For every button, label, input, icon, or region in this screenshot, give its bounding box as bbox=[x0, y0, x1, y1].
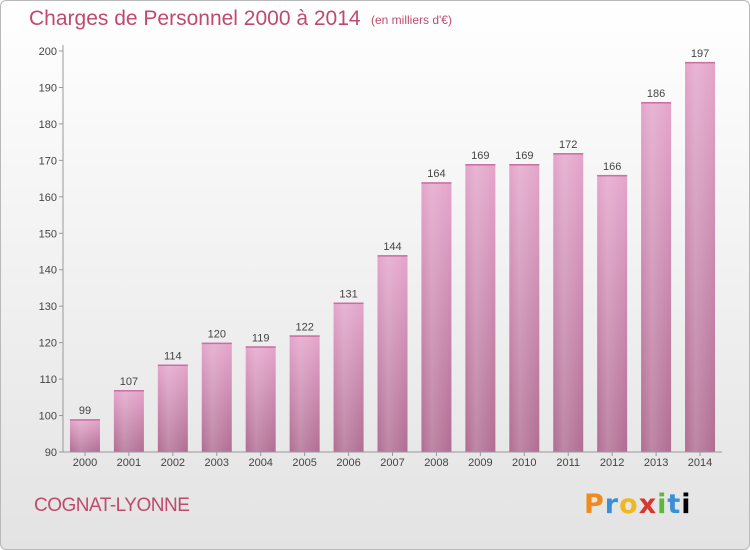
chart-subtitle: (en milliers d'€) bbox=[371, 13, 452, 27]
y-tick-label: 180 bbox=[39, 119, 57, 131]
data-label-2014: 197 bbox=[691, 48, 709, 60]
x-tick-label-2009: 2009 bbox=[468, 457, 492, 469]
x-tick-label-2008: 2008 bbox=[424, 457, 448, 469]
y-tick-label: 170 bbox=[39, 155, 57, 167]
commune-name: COGNAT-LYONNE bbox=[34, 495, 190, 516]
axis-layer: 90 100 110 120 130 140 150 160 170 180 190 200 2000 2… bbox=[39, 45, 722, 469]
bar-cap-2013 bbox=[641, 102, 672, 104]
bar-shine-2004 bbox=[245, 346, 276, 452]
bar-cap-2008 bbox=[421, 182, 452, 184]
data-label-2006: 131 bbox=[339, 289, 357, 301]
bar-cap-2000 bbox=[69, 419, 100, 421]
bar-shine-2009 bbox=[465, 164, 496, 452]
data-label-2003: 120 bbox=[208, 329, 226, 341]
data-label-2009: 169 bbox=[471, 150, 489, 162]
bar-shine-2013 bbox=[641, 102, 672, 452]
bar-cap-2002 bbox=[157, 364, 188, 367]
labels-layer: 99 107 114 120 119 122 131 144 164 169 169 172 166 18… bbox=[79, 48, 709, 417]
bar-shine-2000 bbox=[69, 419, 100, 452]
bar-cap-2007 bbox=[377, 255, 408, 257]
bar-cap-2004 bbox=[245, 346, 276, 348]
bar-shine-2002 bbox=[157, 364, 188, 452]
bar-cap-2005 bbox=[289, 335, 320, 337]
bar-cap-2010 bbox=[509, 164, 540, 166]
x-tick-label-2013: 2013 bbox=[644, 457, 668, 469]
bar-shine-2011 bbox=[553, 153, 584, 452]
bar-cap-2003 bbox=[201, 342, 232, 345]
y-tick-label: 150 bbox=[39, 228, 57, 240]
x-tick-label-2011: 2011 bbox=[556, 457, 580, 469]
bar-cap-2012 bbox=[597, 174, 628, 177]
data-label-2013: 186 bbox=[647, 88, 665, 100]
data-label-2001: 107 bbox=[120, 376, 138, 388]
bar-shine-2014 bbox=[685, 61, 716, 452]
x-tick-label-2007: 2007 bbox=[380, 457, 404, 469]
bar-shine-2012 bbox=[597, 174, 628, 453]
x-tick-label-2012: 2012 bbox=[600, 457, 624, 469]
y-tick-label: 140 bbox=[39, 265, 57, 277]
data-label-2007: 144 bbox=[383, 241, 401, 253]
chart-title: Charges de Personnel 2000 à 2014 bbox=[29, 7, 361, 30]
data-label-2008: 164 bbox=[427, 168, 445, 180]
y-tick-label: 120 bbox=[39, 338, 57, 350]
bar-shine-2001 bbox=[113, 390, 144, 452]
data-label-2000: 99 bbox=[79, 405, 91, 417]
x-tick-label-2002: 2002 bbox=[161, 457, 185, 469]
x-tick-label-2005: 2005 bbox=[292, 457, 316, 469]
y-tick-label: 130 bbox=[39, 301, 57, 313]
y-tick-label: 200 bbox=[39, 46, 57, 58]
x-tick-label-2003: 2003 bbox=[205, 457, 229, 469]
x-tick-label-2006: 2006 bbox=[336, 457, 360, 469]
bar-shine-2008 bbox=[421, 182, 452, 452]
y-tick-label: 160 bbox=[39, 192, 57, 204]
bar-cap-2001 bbox=[113, 390, 144, 392]
bar-shine-2006 bbox=[333, 302, 364, 452]
bar-cap-2006 bbox=[333, 302, 364, 305]
bar-cap-2011 bbox=[553, 153, 584, 155]
data-label-2012: 166 bbox=[603, 161, 621, 173]
x-tick-label-2000: 2000 bbox=[73, 457, 97, 469]
proxiti-logo: Proxiti bbox=[584, 489, 692, 520]
y-tick-label: 110 bbox=[39, 374, 57, 386]
bar-shine-2005 bbox=[289, 335, 320, 452]
data-label-2011: 172 bbox=[559, 139, 577, 151]
x-tick-label-2010: 2010 bbox=[512, 457, 536, 469]
data-label-2002: 114 bbox=[164, 351, 182, 363]
y-tick-label: 90 bbox=[45, 447, 57, 459]
data-label-2010: 169 bbox=[515, 150, 533, 162]
bar-cap-2009 bbox=[465, 164, 496, 166]
data-label-2005: 122 bbox=[295, 321, 313, 333]
y-tick-label: 190 bbox=[39, 82, 57, 94]
x-tick-label-2001: 2001 bbox=[117, 457, 141, 469]
bar-cap-2014 bbox=[685, 61, 716, 64]
bar-shine-2010 bbox=[509, 164, 540, 452]
x-tick-label-2004: 2004 bbox=[248, 457, 272, 469]
data-label-2004: 119 bbox=[252, 332, 270, 344]
bar-shine-2007 bbox=[377, 255, 408, 452]
y-tick-label: 100 bbox=[39, 411, 57, 423]
x-tick-label-2014: 2014 bbox=[688, 457, 712, 469]
bars-layer bbox=[69, 61, 716, 453]
bar-shine-2003 bbox=[201, 342, 232, 452]
